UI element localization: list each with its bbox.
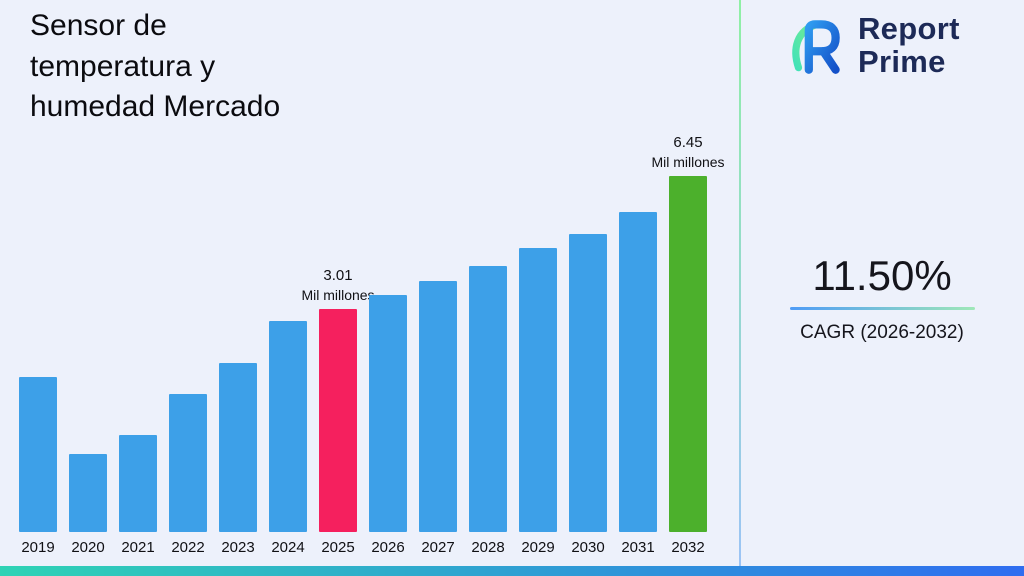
- bar-label: 2022: [171, 539, 205, 556]
- bar-2028: [469, 266, 507, 532]
- bar-2021: [119, 435, 157, 532]
- cagr-panel: 11.50% CAGR (2026-2032): [757, 252, 1007, 344]
- bar-column: 2024: [269, 321, 307, 556]
- bar-label: 2032: [671, 539, 705, 556]
- bar-2022: [169, 394, 207, 532]
- bar-label: 2027: [421, 539, 455, 556]
- bar-2023: [219, 363, 257, 532]
- brand-name: Report Prime: [858, 12, 960, 79]
- bar-label: 2028: [471, 539, 505, 556]
- bar-2029: [519, 248, 557, 532]
- bar-column: 2023: [219, 363, 257, 556]
- bar-2024: [269, 321, 307, 532]
- bar-column: 2019: [19, 377, 57, 556]
- bar-column: 2030: [569, 234, 607, 556]
- page-title: Sensor de temperatura y humedad Mercado: [30, 9, 281, 123]
- cagr-value: 11.50%: [812, 252, 952, 299]
- bar-2025: [319, 309, 357, 532]
- bar-column: 2028: [469, 266, 507, 556]
- bar-annotation: 3.01 Mil millones: [301, 267, 375, 303]
- cagr-label: CAGR (2026-2032): [800, 322, 964, 343]
- bar-column: 6.45 Mil millones 2032: [651, 133, 724, 556]
- bar-column: 2021: [119, 435, 157, 556]
- brand-lockup: Report Prime: [782, 12, 960, 79]
- cagr-underline: [789, 307, 975, 310]
- bar-label: 2026: [371, 539, 405, 556]
- bar-label: 2024: [271, 539, 305, 556]
- bar-2019: [19, 377, 57, 532]
- bar-label: 2020: [71, 539, 105, 556]
- bar-label: 2029: [521, 539, 555, 556]
- bar-column: 2022: [169, 394, 207, 556]
- bar-label: 2031: [621, 539, 655, 556]
- bar-chart: 2019 2020 2021 2022 2023 2024 3.01 Mil millones…: [19, 133, 725, 556]
- bottom-gradient-bar: [0, 566, 1024, 576]
- bar-column: 2029: [519, 248, 557, 556]
- bar-label: 2019: [21, 539, 55, 556]
- bar-column: 2027: [419, 281, 457, 556]
- bar-label: 2030: [571, 539, 605, 556]
- brand-name-line2: Prime: [858, 44, 946, 80]
- bar-column: 2031: [619, 212, 657, 556]
- brand-name-line1: Report: [858, 11, 960, 46]
- bar-column: 3.01 Mil millones 2025: [301, 266, 374, 556]
- report-prime-logo-icon: [792, 20, 840, 75]
- bar-annotation: 6.45 Mil millones: [651, 134, 725, 170]
- bar-label: 2021: [121, 539, 155, 556]
- bar-2020: [69, 454, 107, 532]
- bar-2032: [669, 176, 707, 532]
- bar-2030: [569, 234, 607, 532]
- bar-group: 2019 2020 2021 2022 2023 2024 3.01 Mil millones…: [19, 133, 725, 556]
- bar-label: 2025: [321, 539, 355, 556]
- bar-2027: [419, 281, 457, 532]
- bar-2031: [619, 212, 657, 532]
- bar-column: 2026: [369, 295, 407, 556]
- bar-label: 2023: [221, 539, 255, 556]
- vertical-divider: [739, 0, 741, 576]
- bar-2026: [369, 295, 407, 532]
- bar-column: 2020: [69, 454, 107, 556]
